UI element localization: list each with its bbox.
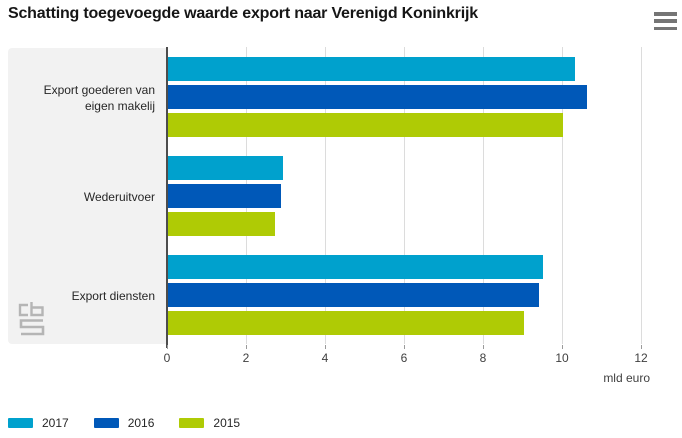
category-label: Wederuitvoer xyxy=(83,189,155,204)
legend-label: 2016 xyxy=(127,416,155,430)
gridline-x-4 xyxy=(325,47,326,344)
x-tick-label: 0 xyxy=(163,351,171,365)
x-tick-label: 6 xyxy=(400,351,408,365)
category-label: Export goederen van eigen makelij xyxy=(43,82,155,113)
bar-2017-category-1[interactable] xyxy=(168,156,283,180)
gridline-x-12 xyxy=(641,47,642,344)
legend-label: 2015 xyxy=(213,416,241,430)
legend-item-2015[interactable]: 2015 xyxy=(179,416,240,430)
x-tick-mark xyxy=(483,345,484,349)
bar-2016-category-0[interactable] xyxy=(168,85,587,109)
x-tick-label: 4 xyxy=(321,351,329,365)
gridline-x-10 xyxy=(562,47,563,344)
bar-2015-category-1[interactable] xyxy=(168,212,275,236)
y-axis-line xyxy=(166,47,168,348)
legend-swatch-icon xyxy=(93,418,119,428)
chart-title: Schatting toegevoegde waarde export naar… xyxy=(8,5,478,22)
x-tick-label: 2 xyxy=(242,351,250,365)
x-tick-mark xyxy=(404,345,405,349)
legend-label: 2017 xyxy=(42,416,69,430)
x-tick-mark xyxy=(641,345,642,349)
x-tick-mark xyxy=(325,345,326,349)
bar-2017-category-2[interactable] xyxy=(168,255,544,279)
x-tick-label: 10 xyxy=(555,351,569,365)
legend: 2017 2016 2015 xyxy=(8,416,265,430)
legend-swatch-icon xyxy=(8,418,33,428)
legend-swatch-icon xyxy=(179,418,205,428)
x-tick-mark xyxy=(562,345,563,349)
bar-2016-category-1[interactable] xyxy=(168,184,281,208)
x-tick-label: 8 xyxy=(479,351,487,365)
cbs-logo xyxy=(18,302,45,336)
x-tick-mark xyxy=(246,345,247,349)
bar-2015-category-2[interactable] xyxy=(168,311,524,335)
legend-item-2017[interactable]: 2017 xyxy=(8,416,69,430)
bar-2016-category-2[interactable] xyxy=(168,283,540,307)
bar-2015-category-0[interactable] xyxy=(168,113,563,137)
hamburger-menu-icon[interactable] xyxy=(654,12,677,30)
gridline-x-8 xyxy=(483,47,484,344)
x-axis-title: mld euro xyxy=(603,371,650,385)
x-tick-label: 12 xyxy=(634,351,648,365)
category-label-panel: Export goederen van eigen makelij Wederui… xyxy=(8,48,166,344)
legend-item-2016[interactable]: 2016 xyxy=(93,416,155,430)
x-tick-mark xyxy=(167,345,168,349)
category-label: Export diensten xyxy=(71,288,155,303)
gridline-x-6 xyxy=(404,47,405,344)
bar-2017-category-0[interactable] xyxy=(168,57,575,81)
